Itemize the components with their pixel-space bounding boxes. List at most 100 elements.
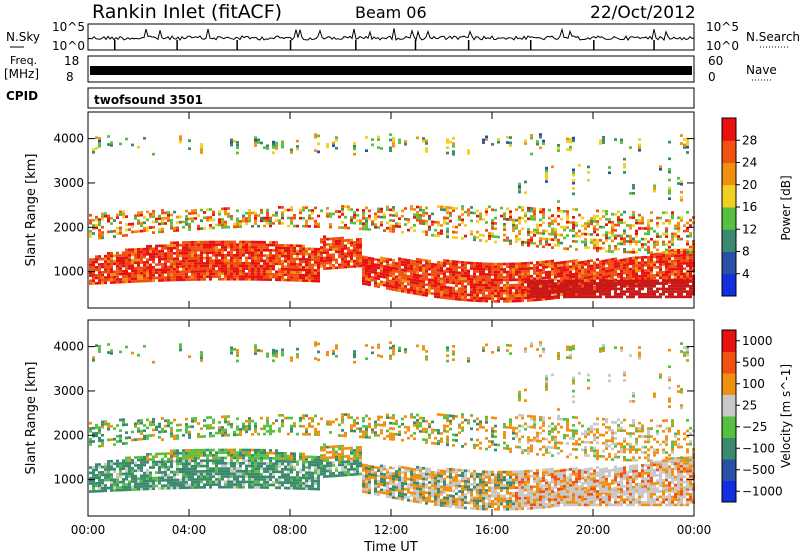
power-cell [287, 208, 290, 212]
velocity-cell [152, 360, 155, 364]
power-cell [389, 213, 392, 217]
power-cell [320, 246, 323, 249]
power-cell [224, 269, 227, 273]
power-cell [584, 278, 587, 282]
power-cell [656, 260, 659, 264]
power-cell [164, 252, 167, 256]
power-cell [668, 221, 671, 225]
velocity-cell [218, 485, 221, 489]
power-cell [227, 264, 230, 268]
power-cell [632, 237, 635, 241]
power-cell [185, 217, 188, 221]
velocity-cell [197, 435, 200, 439]
power-cell [503, 286, 506, 290]
power-cell [539, 231, 542, 235]
power-cell [221, 264, 224, 268]
power-cell [425, 278, 428, 281]
power-heatmap [89, 133, 695, 303]
power-cell [542, 284, 545, 288]
power-cell [107, 260, 110, 263]
velocity-cell [137, 422, 140, 425]
velocity-cell [173, 470, 176, 474]
power-cell [617, 262, 620, 265]
power-cell [143, 247, 146, 251]
power-cell [521, 275, 524, 279]
power-cell [155, 244, 158, 248]
power-cell [668, 281, 671, 285]
power-cell [638, 256, 641, 259]
velocity-cell [113, 486, 116, 490]
power-cell [455, 225, 458, 229]
power-cell [302, 265, 305, 269]
power-cell [179, 270, 182, 274]
power-cell [482, 289, 485, 292]
power-cell [464, 210, 467, 214]
power-cell [386, 268, 389, 272]
power-cell [314, 263, 317, 267]
beam-label: Beam 06 [355, 3, 427, 22]
power-cell [236, 143, 239, 147]
power-cell [629, 234, 632, 238]
power-cell [488, 232, 491, 235]
power-cell [533, 284, 536, 288]
power-cell [671, 237, 674, 241]
power-cell [512, 267, 515, 271]
power-cell [269, 270, 272, 273]
velocity-cell [218, 451, 221, 454]
power-cell [500, 206, 503, 210]
power-cell [212, 226, 215, 230]
power-cell [161, 263, 164, 266]
power-cell [686, 261, 689, 265]
power-cell [161, 227, 164, 231]
power-cell [527, 293, 530, 297]
power-cell [626, 276, 629, 280]
power-cell [545, 284, 548, 288]
power-cell [251, 246, 254, 249]
power-cell [677, 275, 680, 279]
power-cell [497, 300, 500, 303]
power-cell [287, 268, 290, 271]
power-cell [545, 166, 548, 170]
velocity-cell [146, 453, 149, 456]
power-cell [200, 278, 203, 281]
power-cell [407, 280, 410, 284]
velocity-cell [137, 479, 140, 483]
velocity-cell [197, 422, 200, 425]
power-cell [386, 273, 389, 277]
power-cell [329, 253, 332, 257]
power-cell [344, 265, 347, 269]
power-cell [674, 257, 677, 260]
power-cell [626, 224, 629, 227]
power-cell [479, 275, 482, 279]
power-cell [623, 258, 626, 262]
power-cell [266, 270, 269, 273]
power-cell [92, 260, 95, 264]
power-cell [344, 260, 347, 264]
power-cell [311, 252, 314, 256]
velocity-cell [104, 489, 107, 493]
velocity-cell [128, 461, 131, 465]
power-cell [350, 259, 353, 263]
power-cell [470, 261, 473, 265]
power-cell [536, 244, 539, 248]
power-cell [335, 242, 338, 246]
power-cell [161, 247, 164, 250]
velocity-cell [236, 354, 239, 357]
power-cell [392, 230, 395, 233]
power-cell [200, 227, 203, 230]
power-cell [353, 254, 356, 258]
power-cell [680, 196, 683, 199]
power-cell [128, 275, 131, 278]
power-cell [128, 256, 131, 260]
power-cell [110, 262, 113, 266]
velocity-cell [182, 473, 185, 476]
power-cell [521, 206, 524, 209]
power-cell [338, 244, 341, 248]
velocity-cell [251, 454, 254, 457]
power-cell [239, 256, 242, 260]
power-cell [206, 246, 209, 249]
velocity-cell [221, 475, 224, 478]
power-cell [164, 270, 167, 274]
velocity-cell [251, 459, 254, 463]
power-cell [479, 215, 482, 218]
